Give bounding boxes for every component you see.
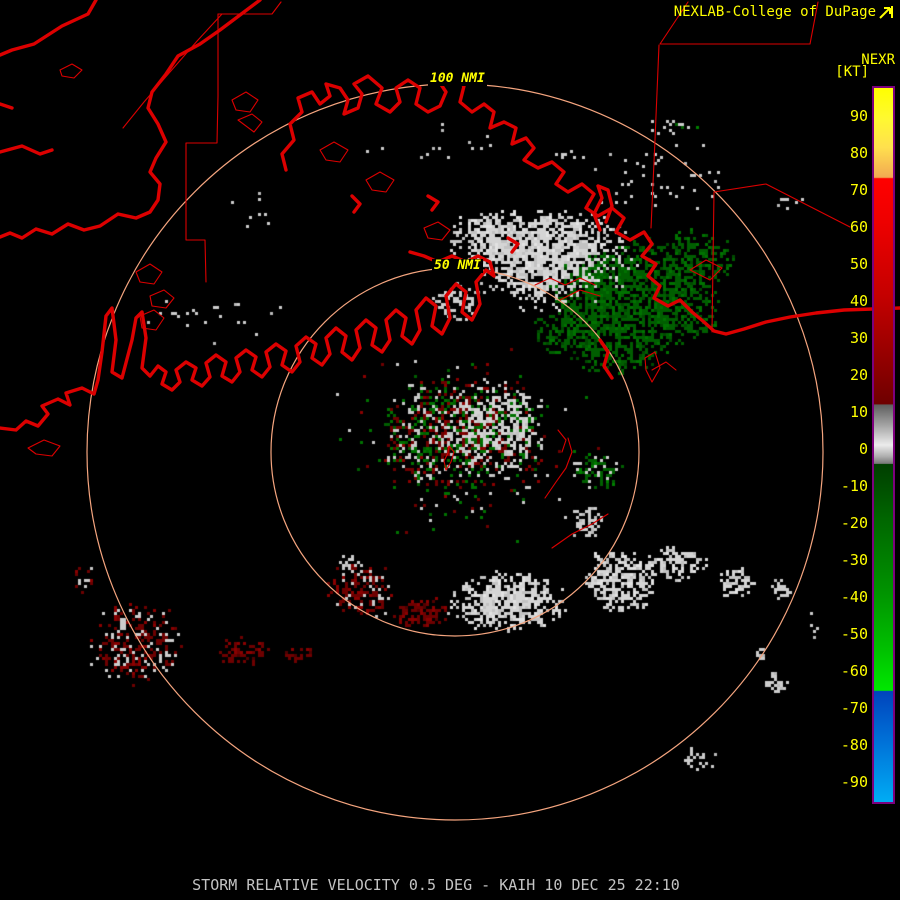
coastline	[443, 445, 455, 471]
coastline	[711, 191, 715, 333]
coastline	[365, 171, 395, 193]
coastline	[231, 91, 259, 113]
colorbar-tick-10: 10	[849, 403, 868, 421]
coastline	[185, 13, 219, 283]
colorbar-tick-0: 0	[858, 440, 868, 458]
colorbar-tick-30: 30	[849, 329, 868, 347]
coastline	[135, 263, 163, 285]
coastline	[506, 236, 520, 254]
coastline	[0, 0, 262, 240]
colorbar-tick--50: -50	[840, 625, 868, 643]
colorbar-tick-20: 20	[849, 366, 868, 384]
coastline	[713, 183, 851, 228]
nexlab-logo-icon	[879, 6, 893, 19]
colorbar-tick--80: -80	[840, 736, 868, 754]
colorbar-tick--20: -20	[840, 514, 868, 532]
coastline	[0, 144, 54, 156]
colorbar-tick-40: 40	[849, 292, 868, 310]
range-ring-label-100nmi: 100 NMI	[428, 71, 487, 86]
coastline	[280, 74, 900, 336]
coastline	[659, 1, 819, 45]
coastline	[350, 194, 362, 214]
page-title: NEXLAB-College of DuPage	[673, 4, 876, 20]
coastline	[139, 309, 165, 331]
coastline	[557, 429, 567, 453]
coastline	[0, 102, 14, 110]
coastline	[122, 13, 223, 129]
coastline	[644, 351, 661, 383]
status-bar: STORM RELATIVE VELOCITY 0.5 DEG - KAIH 1…	[192, 876, 680, 894]
coastline	[237, 113, 263, 133]
range-ring	[270, 267, 640, 637]
coastline	[650, 44, 660, 229]
coastline	[426, 194, 440, 212]
coastline	[0, 250, 496, 432]
coastline	[27, 439, 61, 457]
colorbar	[872, 86, 895, 804]
product-code-label: NEXR	[861, 52, 895, 68]
coastline	[598, 338, 614, 380]
colorbar-tick--90: -90	[840, 773, 868, 791]
colorbar-tick--60: -60	[840, 662, 868, 680]
coastline	[217, 1, 282, 15]
coastline	[689, 259, 723, 281]
coastline	[544, 437, 573, 499]
coastline	[59, 63, 83, 79]
range-ring-label-50nmi: 50 NMI	[432, 258, 483, 273]
colorbar-tick-50: 50	[849, 255, 868, 273]
coastline	[149, 289, 175, 309]
coastline	[559, 289, 601, 301]
range-rings	[86, 83, 824, 821]
coastline	[551, 513, 609, 549]
coastline	[423, 221, 451, 241]
colorbar-tick-90: 90	[849, 107, 868, 125]
colorbar-tick--30: -30	[840, 551, 868, 569]
colorbar-tick--40: -40	[840, 588, 868, 606]
coastline-paths	[0, 0, 900, 549]
coastline	[592, 184, 614, 232]
range-ring	[86, 83, 824, 821]
coastline	[534, 277, 596, 286]
coastline	[651, 361, 677, 371]
units-label: [KT]	[835, 64, 869, 80]
colorbar-tick-60: 60	[849, 218, 868, 236]
coastline	[0, 0, 98, 57]
coastline	[319, 141, 349, 163]
colorbar-tick-80: 80	[849, 144, 868, 162]
colorbar-tick-70: 70	[849, 181, 868, 199]
colorbar-tick--10: -10	[840, 477, 868, 495]
colorbar-tick--70: -70	[840, 699, 868, 717]
